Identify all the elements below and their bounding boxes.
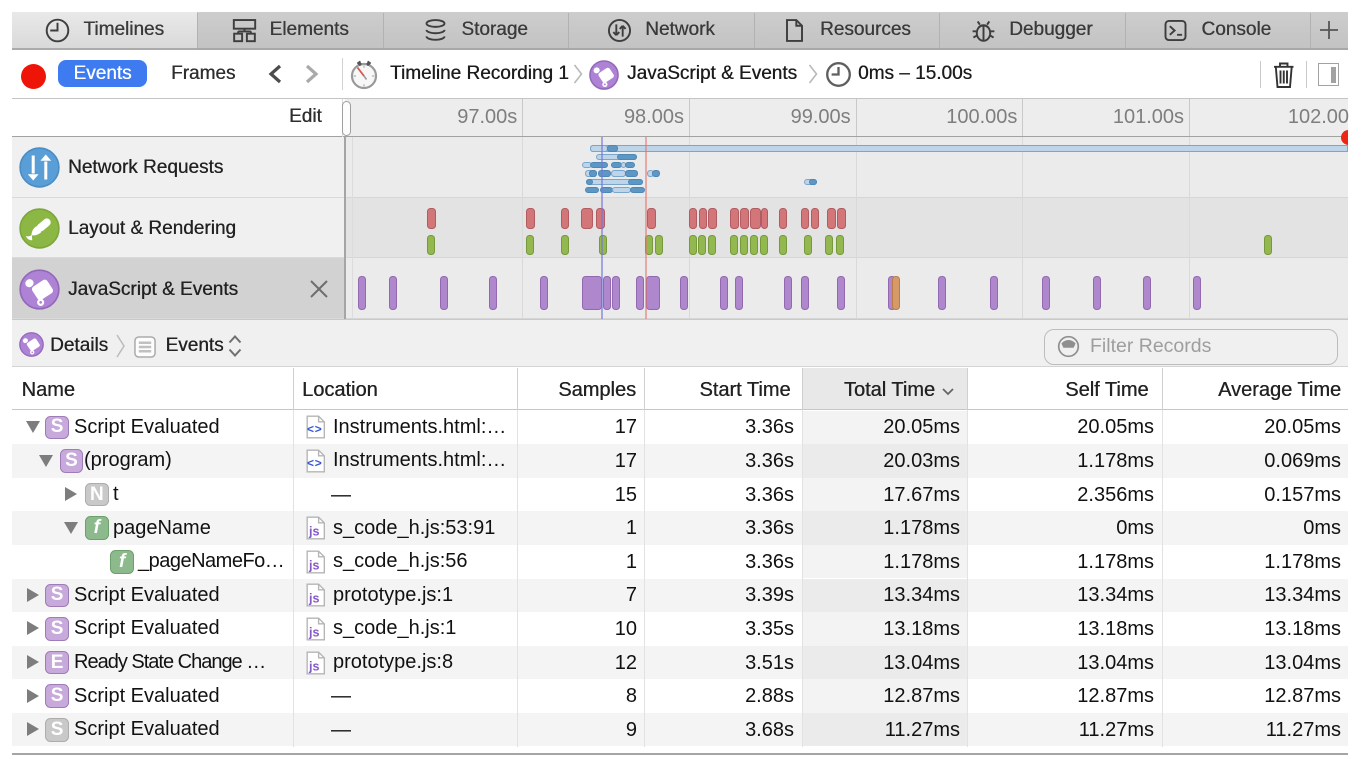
svg-text:>: >: [315, 422, 322, 436]
svg-text:js: js: [308, 525, 319, 539]
svg-text:<: <: [307, 456, 314, 470]
svg-text:<: <: [307, 422, 314, 436]
svg-text:js: js: [308, 659, 319, 673]
svg-text:js: js: [308, 625, 319, 639]
svg-text:>: >: [315, 456, 322, 470]
svg-text:js: js: [308, 558, 319, 572]
svg-text:js: js: [308, 592, 319, 606]
